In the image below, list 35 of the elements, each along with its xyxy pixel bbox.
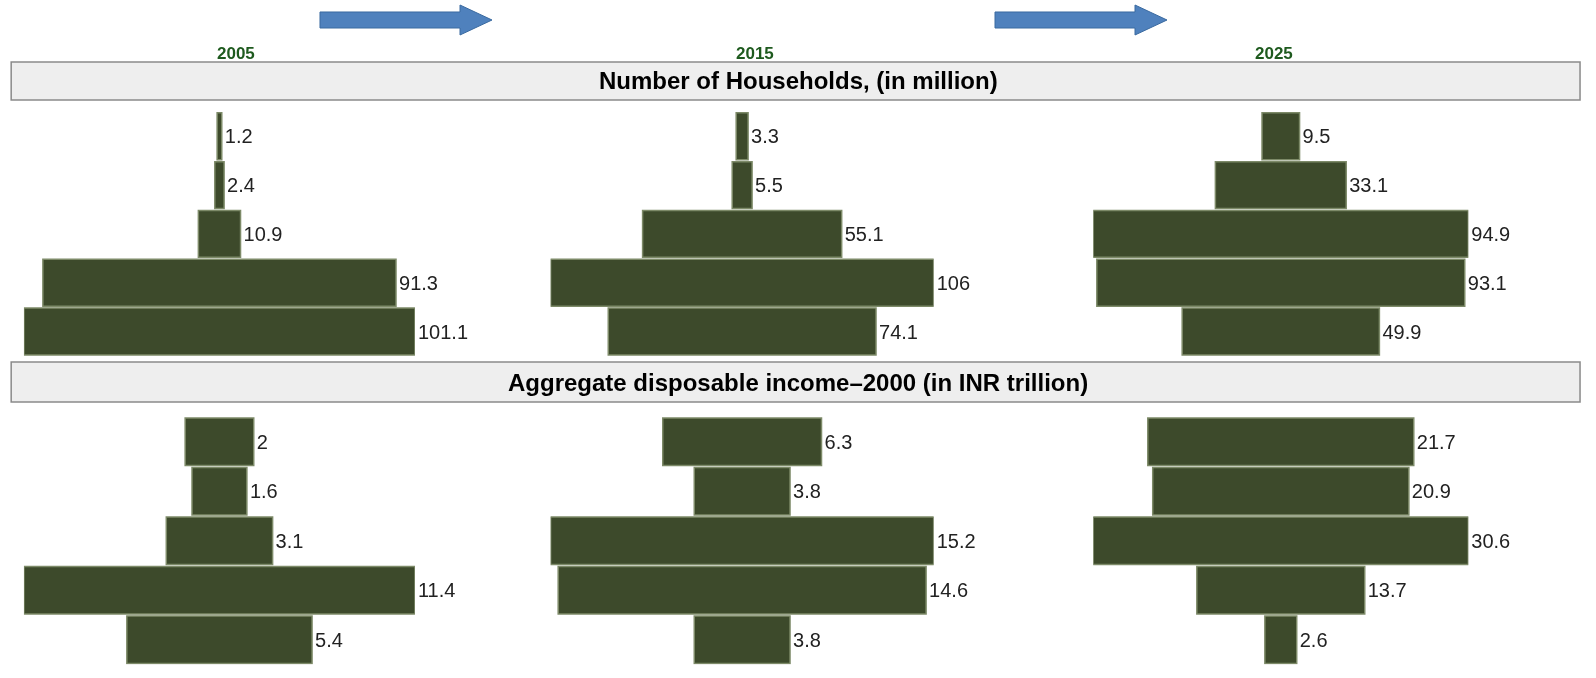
data-label: 93.1 <box>1467 271 1507 294</box>
data-label: 74.1 <box>879 320 918 343</box>
data-label: 33.1 <box>1349 174 1389 197</box>
data-label: 3.8 <box>793 628 821 651</box>
data-label: 9.5 <box>1302 125 1331 148</box>
data-label: 5.5 <box>755 174 783 197</box>
data-label: 5.4 <box>315 628 343 651</box>
data-label: 2.4 <box>227 174 255 197</box>
data-label: 2.6 <box>1299 628 1328 651</box>
data-label: 55.1 <box>844 222 884 245</box>
data-label: 2 <box>256 430 268 453</box>
data-label: 10.9 <box>243 222 283 245</box>
text: Aggregate disposable income–2000 (in INR trillion) <box>508 369 1089 396</box>
data-label: 3.8 <box>793 480 821 503</box>
data-label: 15.2 <box>936 529 976 552</box>
data-label: 3.1 <box>275 529 304 552</box>
data-label: 20.9 <box>1411 480 1451 503</box>
data-label: 6.3 <box>824 430 853 453</box>
data-label: 101.1 <box>417 320 469 343</box>
data-label: 1.2 <box>224 125 253 148</box>
data-label: 13.7 <box>1367 579 1407 602</box>
data-label: 11.4 <box>417 579 456 602</box>
text: 2005 <box>217 44 255 63</box>
data-label: 1.6 <box>249 480 278 503</box>
data-label: 3.3 <box>751 125 779 148</box>
text: 2025 <box>1255 44 1293 63</box>
data-label: 49.9 <box>1382 320 1422 343</box>
text: Number of Households, (in million) <box>599 67 998 94</box>
data-label: 106 <box>936 271 971 294</box>
data-label: 30.6 <box>1471 529 1511 552</box>
data-label: 21.7 <box>1416 430 1456 453</box>
data-label: 14.6 <box>929 579 969 602</box>
data-label: 91.3 <box>399 271 438 294</box>
data-label: 94.9 <box>1471 222 1511 245</box>
text: 2015 <box>736 44 774 63</box>
